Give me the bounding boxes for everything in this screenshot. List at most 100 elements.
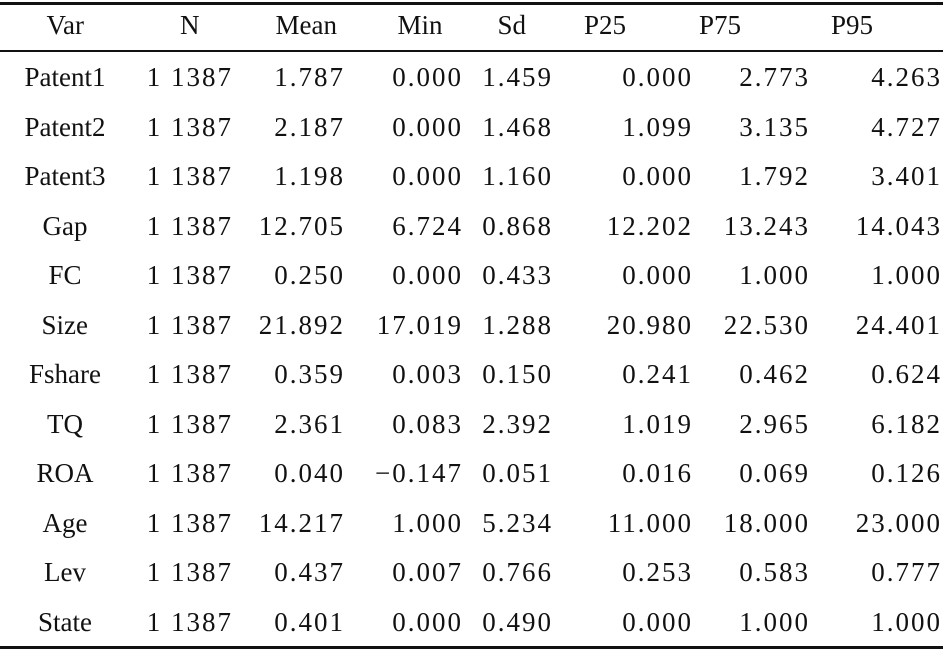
value-cell: 0.016 [622, 458, 693, 488]
value-cell: 0.766 [482, 557, 553, 587]
value-cell: 17.019 [376, 309, 463, 340]
value-cell: 0.051 [482, 458, 553, 488]
header-cell: Sd [497, 10, 527, 40]
value-cell: 0.250 [274, 260, 345, 290]
value-cell: 18.000 [723, 507, 810, 538]
value-cell: 2.187 [274, 111, 345, 142]
value-cell: 0.000 [622, 606, 693, 637]
value-cell: 12.202 [606, 210, 693, 241]
row-label: Fshare [29, 359, 101, 389]
row-label: State [38, 606, 92, 637]
value-cell: 1.468 [482, 111, 553, 142]
row-label: ROA [36, 458, 94, 488]
value-cell: 1 1387 [146, 458, 233, 488]
value-cell: 1 1387 [146, 507, 233, 538]
header-cell: Min [397, 10, 443, 40]
value-cell: 0.000 [392, 606, 463, 637]
value-cell: 1.019 [622, 408, 693, 439]
header-cell: P75 [699, 10, 742, 40]
row-label: Size [41, 309, 89, 340]
value-cell: 1 1387 [146, 111, 233, 142]
value-cell: 0.437 [274, 557, 345, 587]
value-cell: 1.459 [482, 62, 553, 92]
value-cell: 1.000 [739, 260, 810, 290]
value-cell: 0.401 [274, 606, 345, 637]
row-label: Age [42, 507, 88, 538]
value-cell: 1.000 [871, 260, 942, 290]
value-cell: 1 1387 [146, 408, 233, 439]
value-cell: −0.147 [375, 458, 463, 488]
row-label: Gap [42, 210, 88, 241]
row-label: Patent2 [24, 111, 106, 142]
value-cell: 24.401 [855, 309, 942, 340]
value-cell: 0.040 [274, 458, 345, 488]
header-cell: Var [46, 10, 84, 40]
header-cell: P95 [831, 10, 874, 40]
value-cell: 1 1387 [146, 309, 233, 340]
value-cell: 14.217 [258, 507, 345, 538]
value-cell: 0.000 [392, 62, 463, 92]
value-cell: 2.361 [274, 408, 345, 439]
value-cell: 0.490 [482, 606, 553, 637]
value-cell: 0.150 [482, 359, 553, 389]
value-cell: 14.043 [855, 210, 942, 241]
value-cell: 23.000 [855, 507, 942, 538]
value-cell: 11.000 [607, 507, 693, 538]
value-cell: 0.253 [622, 557, 693, 587]
top-rule [0, 2, 943, 5]
value-cell: 1.000 [392, 507, 463, 538]
value-cell: 2.392 [482, 408, 553, 439]
row-label: Patent1 [24, 62, 106, 92]
value-cell: 0.003 [392, 359, 463, 389]
value-cell: 1.787 [274, 62, 345, 92]
value-cell: 0.069 [739, 458, 810, 488]
header-cell: N [180, 10, 200, 40]
value-cell: 1 1387 [146, 359, 233, 389]
value-cell: 0.777 [871, 557, 942, 587]
header-cell: Mean [275, 10, 337, 40]
value-cell: 0.868 [482, 210, 553, 241]
value-cell: 0.000 [622, 161, 693, 191]
value-cell: 4.727 [871, 111, 942, 142]
value-cell: 0.000 [622, 62, 693, 92]
value-cell: 2.773 [739, 62, 810, 92]
row-label: FC [48, 260, 82, 290]
value-cell: 6.724 [392, 210, 463, 241]
bottom-rule [0, 646, 943, 649]
value-cell: 4.263 [871, 62, 942, 92]
value-cell: 5.234 [482, 507, 553, 538]
value-cell: 0.000 [622, 260, 693, 290]
value-cell: 1.160 [482, 161, 553, 191]
value-cell: 0.624 [871, 359, 942, 389]
value-cell: 0.007 [392, 557, 463, 587]
value-cell: 20.980 [606, 309, 693, 340]
value-cell: 1.198 [274, 161, 345, 191]
value-cell: 1.099 [622, 111, 693, 142]
value-cell: 13.243 [723, 210, 810, 241]
row-label: TQ [47, 408, 83, 439]
value-cell: 3.401 [871, 161, 942, 191]
value-cell: 0.583 [739, 557, 810, 587]
value-cell: 0.462 [739, 359, 810, 389]
value-cell: 3.135 [739, 111, 810, 142]
value-cell: 0.126 [871, 458, 942, 488]
row-label: Patent3 [24, 161, 106, 191]
value-cell: 22.530 [723, 309, 810, 340]
value-cell: 21.892 [258, 309, 345, 340]
value-cell: 0.241 [622, 359, 693, 389]
value-cell: 0.000 [392, 161, 463, 191]
value-cell: 1 1387 [146, 210, 233, 241]
value-cell: 1.000 [871, 606, 942, 637]
value-cell: 1 1387 [146, 260, 233, 290]
value-cell: 6.182 [871, 408, 942, 439]
value-cell: 1 1387 [146, 62, 233, 92]
value-cell: 12.705 [258, 210, 345, 241]
value-cell: 0.000 [392, 260, 463, 290]
value-cell: 1 1387 [146, 161, 233, 191]
value-cell: 0.000 [392, 111, 463, 142]
value-cell: 1.288 [482, 309, 553, 340]
value-cell: 0.083 [392, 408, 463, 439]
value-cell: 0.359 [274, 359, 345, 389]
value-cell: 1 1387 [146, 606, 233, 637]
